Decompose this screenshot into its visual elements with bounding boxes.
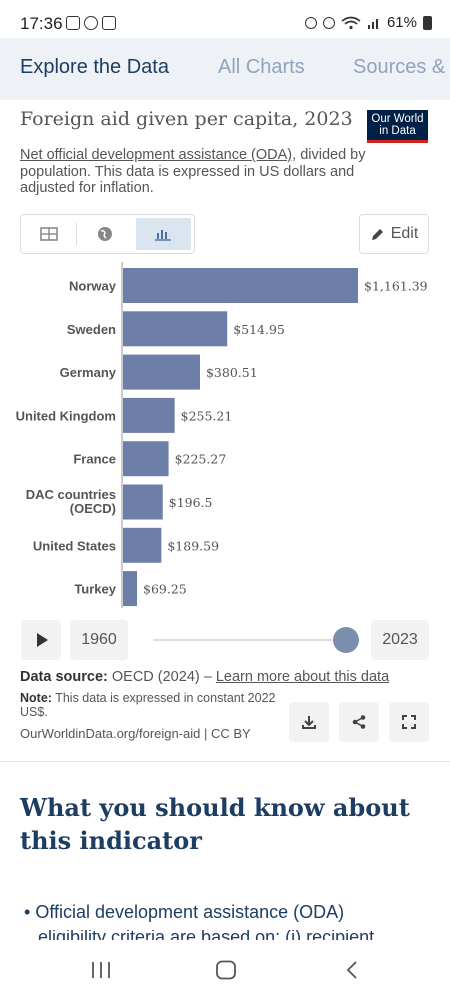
chart-card: Foreign aid given per capita, 2023 Our W… (0, 100, 450, 762)
edit-button[interactable]: Edit (359, 214, 429, 254)
notification-icons (66, 16, 116, 30)
timeline-start-year[interactable]: 1960 (70, 620, 128, 660)
note-icon (102, 16, 116, 30)
tab-bar: Explore the Data All Charts Sources & Do… (0, 38, 450, 100)
timeline-handle[interactable] (333, 627, 359, 653)
table-view-button[interactable] (21, 215, 76, 253)
bar[interactable] (123, 527, 162, 563)
bar[interactable] (123, 354, 200, 390)
category-label: Norway (69, 279, 117, 294)
toggle-divider (76, 223, 78, 245)
status-time: 17:36 (20, 14, 63, 33)
home-icon[interactable] (215, 960, 237, 980)
tab-all-charts[interactable]: All Charts (218, 56, 305, 78)
note-label: Note: (20, 691, 52, 705)
cell-signal-icon (367, 18, 378, 29)
alarm-icon (304, 16, 317, 29)
fullscreen-button[interactable] (389, 702, 429, 742)
chart-subtitle: Net official development assistance (ODA… (20, 147, 400, 197)
timeline-track[interactable] (153, 639, 347, 641)
play-icon (37, 633, 48, 647)
status-right: 61% (304, 14, 432, 31)
value-label: $69.25 (143, 582, 187, 597)
list-item-text: Official development assistance (ODA) (35, 902, 345, 922)
play-button[interactable] (21, 620, 61, 660)
globe-icon (97, 227, 112, 241)
battery-icon (423, 15, 432, 30)
learn-more-link[interactable]: Learn more about this data (215, 669, 390, 685)
timeline-end-year[interactable]: 2023 (371, 620, 429, 660)
category-label: United States (33, 538, 116, 553)
sync-icon (84, 16, 98, 30)
bar[interactable] (123, 311, 228, 347)
bar[interactable] (123, 484, 163, 520)
map-view-button[interactable] (77, 215, 132, 253)
chart-note: Note: This data is expressed in constant… (20, 691, 280, 719)
source-label: Data source: (20, 669, 108, 685)
value-label: $514.95 (233, 322, 285, 337)
wifi-signal-icon (341, 16, 361, 29)
category-label: Turkey (74, 582, 116, 597)
system-navigation-bar (0, 944, 450, 1000)
article-heading: What you should know about this indicato… (20, 793, 410, 855)
bullet-marker: • (24, 902, 36, 922)
category-label: DAC countries (OECD) (26, 487, 116, 516)
list-item-continuation: eligibility criteria are based on: (i) r… (38, 930, 375, 940)
category-label: United Kingdom (16, 408, 116, 423)
value-label: $255.21 (181, 408, 233, 423)
category-label: Germany (60, 365, 117, 380)
view-toggle (20, 214, 195, 254)
oda-definition-link[interactable]: Net official development assistance (ODA… (20, 147, 293, 163)
tab-explore-the-data[interactable]: Explore the Data (20, 56, 169, 78)
subtitle-text: , divided by population. This data is ex… (20, 147, 366, 196)
value-label: $1,161.39 (364, 279, 428, 294)
battery-percentage: 61% (386, 14, 417, 31)
share-button[interactable] (339, 702, 379, 742)
list-item: • Official development assistance (ODA) (24, 902, 344, 923)
bar[interactable] (123, 571, 138, 607)
clock-icon (322, 16, 335, 29)
edit-label: Edit (390, 225, 419, 242)
chart-title: Foreign aid given per capita, 2023 (20, 108, 353, 130)
bar[interactable] (123, 441, 169, 477)
bar[interactable] (123, 268, 358, 303)
category-label: France (73, 452, 116, 467)
value-label: $196.5 (169, 495, 213, 510)
source-value: OECD (2024) – (107, 669, 216, 685)
table-icon (39, 227, 58, 241)
bar-chart-icon (155, 230, 172, 241)
chart-view-button[interactable] (135, 218, 191, 250)
note-text: This data is expressed in constant 2022 … (20, 691, 276, 719)
data-source: Data source: OECD (2024) – Learn more ab… (20, 669, 389, 685)
chart-url[interactable]: OurWorldinData.org/foreign-aid | CC BY (20, 726, 251, 741)
owid-logo[interactable]: Our World in Data (367, 110, 428, 143)
bar-chart: Norway $1,161.39 Sweden $514.95 Germany $380.… (16, 262, 428, 608)
value-label: $225.27 (175, 452, 227, 467)
pencil-icon (371, 228, 383, 240)
recent-apps-icon[interactable] (90, 960, 112, 980)
download-button[interactable] (289, 702, 329, 742)
value-label: $380.51 (206, 365, 258, 380)
tab-sources-and-download[interactable]: Sources & Download (353, 56, 450, 78)
download-icon (302, 716, 316, 729)
category-label: Sweden (67, 322, 116, 337)
calendar-icon (66, 16, 80, 30)
value-label: $189.59 (167, 538, 219, 553)
back-icon[interactable] (344, 960, 360, 980)
bar[interactable] (123, 397, 175, 433)
share-icon (352, 715, 366, 729)
fullscreen-icon (402, 715, 416, 729)
